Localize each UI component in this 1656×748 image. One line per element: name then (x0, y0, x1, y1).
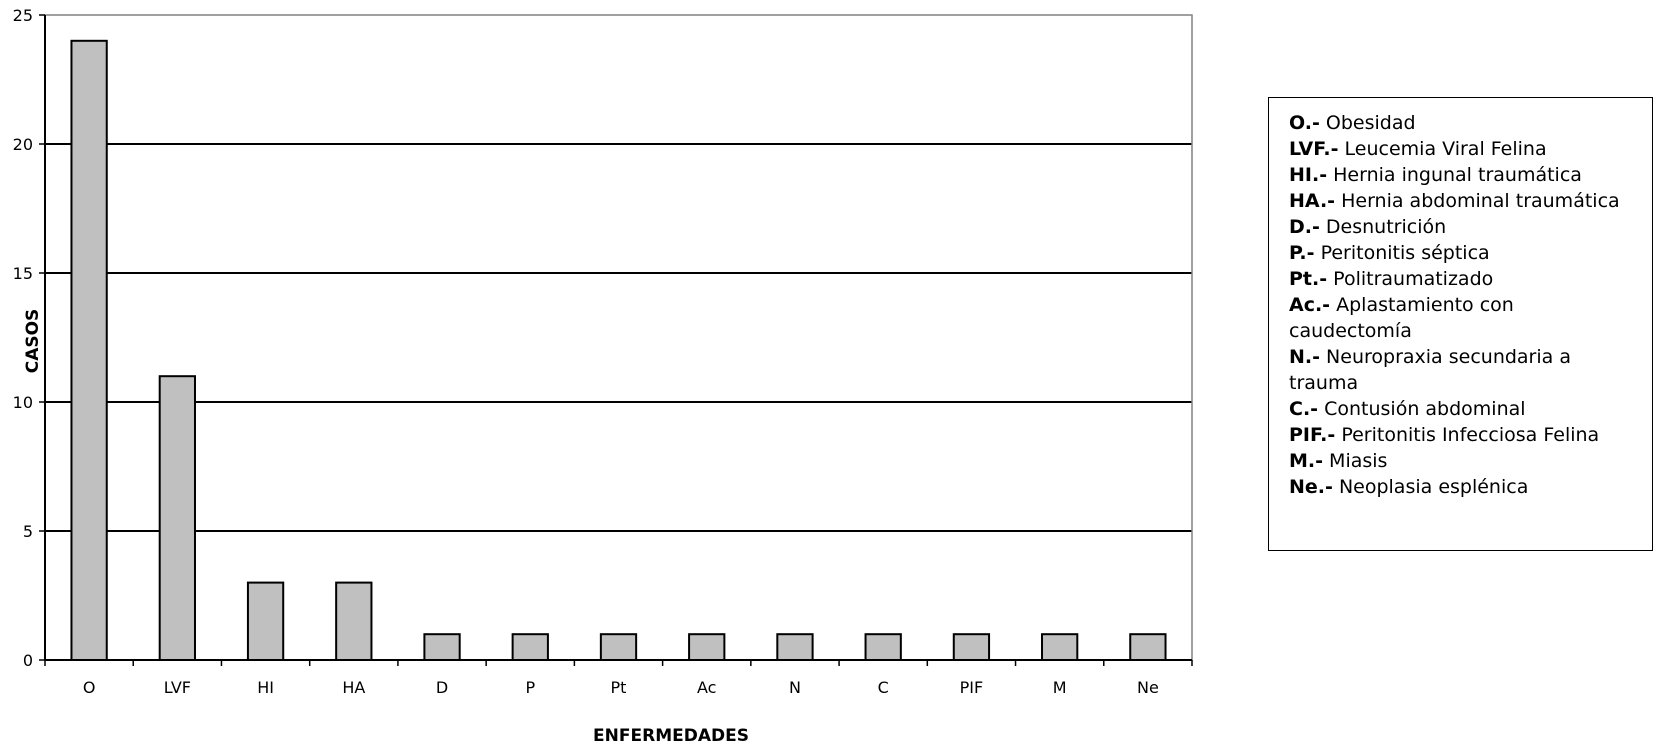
gridlines (45, 143, 1192, 532)
legend-code: Ac.- (1289, 294, 1331, 316)
legend-text: Contusión abdominal (1318, 398, 1526, 420)
legend-text: Desnutrición (1319, 216, 1447, 238)
legend-code: N.- (1289, 346, 1321, 368)
x-tick-label: HI (257, 678, 274, 697)
x-tick-label: Ac (697, 678, 716, 697)
y-tick-label: 20 (13, 135, 33, 154)
bar-ac (688, 633, 726, 662)
legend-entry: C.- Contusión abdominal (1289, 396, 1642, 422)
legend-text: Obesidad (1319, 112, 1416, 134)
y-tick-label: 5 (23, 522, 33, 541)
legend-entry: O.- Obesidad (1289, 110, 1642, 136)
x-tick-label: M (1053, 678, 1067, 697)
legend-entry: PIF.- Peritonitis Infecciosa Felina (1289, 422, 1642, 448)
x-tick-label: N (789, 678, 801, 697)
legend-code: C.- (1289, 398, 1319, 420)
bars (70, 39, 1167, 662)
legend-entry: Pt.- Politraumatizado (1289, 266, 1642, 292)
legend-entry: D.- Desnutrición (1289, 214, 1642, 240)
x-tick-label: LVF (164, 678, 191, 697)
y-axis-title: CASOS (23, 309, 43, 374)
axes (39, 14, 1193, 666)
y-tick-labels: 0 5 10 15 20 25 (13, 6, 33, 670)
legend-entry: N.- Neuropraxia secundaria a trauma (1289, 344, 1642, 396)
legend-code: Pt.- (1289, 268, 1328, 290)
x-axis-title: ENFERMEDADES (593, 726, 749, 746)
legend-code: D.- (1289, 216, 1320, 238)
legend-text: Hernia abdominal traumática (1335, 190, 1620, 212)
x-tick-label: C (878, 678, 889, 697)
legend-entry: Ac.- Aplastamiento con caudectomía (1289, 292, 1642, 344)
bar-ha (335, 581, 373, 661)
legend-entry: LVF.- Leucemia Viral Felina (1289, 136, 1642, 162)
legend-entry: HI.- Hernia ingunal traumática (1289, 162, 1642, 188)
x-tick-label: PIF (960, 678, 984, 697)
bar-o (70, 39, 108, 662)
y-tick-label: 10 (13, 393, 33, 412)
x-tick-labels: O LVF HI HA D P Pt Ac N C PIF M Ne (83, 678, 1159, 697)
legend-text: Peritonitis séptica (1314, 242, 1490, 264)
plot-area-frame (44, 14, 1193, 661)
legend-code: Ne.- (1289, 476, 1333, 498)
legend-entry: HA.- Hernia abdominal traumática (1289, 188, 1642, 214)
x-tick-label: O (83, 678, 96, 697)
bar-ne (1129, 633, 1167, 662)
bar-pif (952, 633, 991, 662)
y-tick-label: 0 (23, 651, 33, 670)
x-tick-label: Ne (1137, 678, 1159, 697)
legend-code: HI.- (1289, 164, 1328, 186)
y-tick-label: 15 (13, 264, 33, 283)
bar-m (1041, 633, 1079, 662)
legend-code: HA.- (1289, 190, 1336, 212)
bar-lvf (158, 375, 196, 661)
bar-hi (246, 581, 285, 661)
legend-text: Politraumatizado (1327, 268, 1494, 290)
legend-code: M.- (1289, 450, 1324, 472)
legend-code: PIF.- (1289, 424, 1336, 446)
legend-text: Neuropraxia secundaria a trauma (1289, 346, 1571, 394)
x-tick-label: HA (342, 678, 365, 697)
legend-code: P.- (1289, 242, 1315, 264)
legend-entry: P.- Peritonitis séptica (1289, 240, 1642, 266)
legend-text: Aplastamiento con caudectomía (1289, 294, 1514, 342)
x-tick-label: Pt (611, 678, 627, 697)
x-tick-label: P (525, 678, 535, 697)
legend-text: Peritonitis Infecciosa Felina (1335, 424, 1600, 446)
bar-n (776, 633, 814, 662)
legend-code: O.- (1289, 112, 1320, 134)
bar-d (423, 633, 461, 662)
x-tick-label: D (436, 678, 448, 697)
legend-text: Leucemia Viral Felina (1338, 138, 1547, 160)
legend-text: Miasis (1323, 450, 1388, 472)
bar-c (864, 633, 902, 662)
legend-entry: M.- Miasis (1289, 448, 1642, 474)
y-tick-label: 25 (13, 6, 33, 25)
legend-entry: Ne.- Neoplasia esplénica (1289, 474, 1642, 500)
legend-code: LVF.- (1289, 138, 1339, 160)
legend: O.- Obesidad LVF.- Leucemia Viral Felina H… (1268, 97, 1653, 551)
legend-text: Neoplasia esplénica (1332, 476, 1529, 498)
bar-p (511, 633, 549, 662)
legend-text: Hernia ingunal traumática (1327, 164, 1582, 186)
bar-pt (599, 633, 638, 662)
